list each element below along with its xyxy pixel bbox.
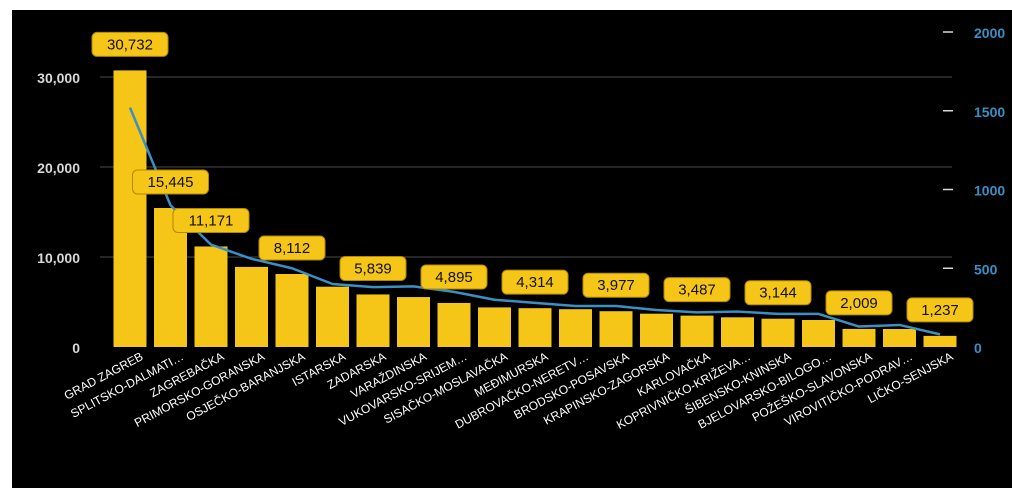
bar bbox=[518, 308, 552, 347]
y-tick-label: 20,000 bbox=[37, 160, 80, 176]
data-label-box bbox=[91, 31, 169, 57]
data-label-box bbox=[501, 269, 569, 295]
data-label-box bbox=[420, 264, 488, 290]
data-label-box bbox=[663, 277, 731, 303]
data-label: 11,171 bbox=[189, 212, 234, 229]
bar bbox=[235, 266, 268, 347]
bar bbox=[640, 313, 673, 347]
data-label: 15,445 bbox=[148, 174, 194, 191]
bar bbox=[680, 315, 714, 347]
data-label: 4,314 bbox=[516, 274, 554, 291]
bar bbox=[721, 317, 754, 347]
data-label-box bbox=[906, 297, 974, 323]
data-label: 30,732 bbox=[107, 36, 153, 53]
line-series-path bbox=[128, 107, 941, 336]
bar bbox=[559, 309, 592, 347]
data-label: 8,112 bbox=[274, 240, 310, 257]
y2-tick-label: 1000 bbox=[974, 183, 1005, 199]
bar bbox=[883, 329, 916, 347]
y2-tick-label: 2000 bbox=[974, 25, 1005, 41]
data-label: 1,237 bbox=[921, 302, 959, 319]
data-label: 5,839 bbox=[354, 260, 392, 277]
data-label-box bbox=[744, 280, 812, 306]
data-label: 3,977 bbox=[597, 277, 635, 294]
y2-tick-label: 500 bbox=[974, 261, 998, 277]
data-label: 3,144 bbox=[759, 285, 797, 302]
left-y-axis: 0 10,000 20,000 30,000 bbox=[37, 70, 80, 356]
data-labels: 30,732 15,445 11,171 8,112 5,839 4,895 4,314 3,… bbox=[91, 31, 974, 323]
y-tick-label: 0 bbox=[72, 340, 80, 356]
bar bbox=[275, 273, 309, 347]
data-label: 2,009 bbox=[840, 295, 878, 312]
bar bbox=[113, 70, 147, 348]
line-series bbox=[128, 107, 941, 336]
bar bbox=[802, 320, 835, 347]
data-label-box bbox=[258, 235, 326, 261]
bar bbox=[842, 328, 876, 347]
bar bbox=[761, 318, 795, 347]
bar bbox=[397, 297, 430, 347]
data-label: 3,487 bbox=[678, 282, 716, 299]
data-label-box bbox=[172, 207, 250, 233]
bar bbox=[599, 311, 633, 347]
data-label-box bbox=[582, 272, 650, 298]
right-y-axis: 0 500 1000 1500 2000 bbox=[943, 25, 1005, 356]
data-label-box bbox=[132, 169, 209, 195]
bar bbox=[437, 302, 471, 347]
data-label: 4,895 bbox=[435, 269, 473, 286]
data-label-box bbox=[825, 290, 893, 316]
gridlines bbox=[100, 76, 952, 258]
y2-tick-label: 0 bbox=[974, 340, 982, 356]
bar bbox=[194, 246, 228, 347]
bar bbox=[316, 286, 349, 347]
y2-tick-label: 1500 bbox=[974, 104, 1005, 120]
y-tick-label: 30,000 bbox=[37, 70, 80, 86]
bar bbox=[478, 307, 511, 347]
bar bbox=[356, 294, 390, 347]
y-tick-label: 10,000 bbox=[37, 250, 80, 266]
data-label-box bbox=[339, 255, 407, 281]
bar bbox=[923, 335, 957, 347]
